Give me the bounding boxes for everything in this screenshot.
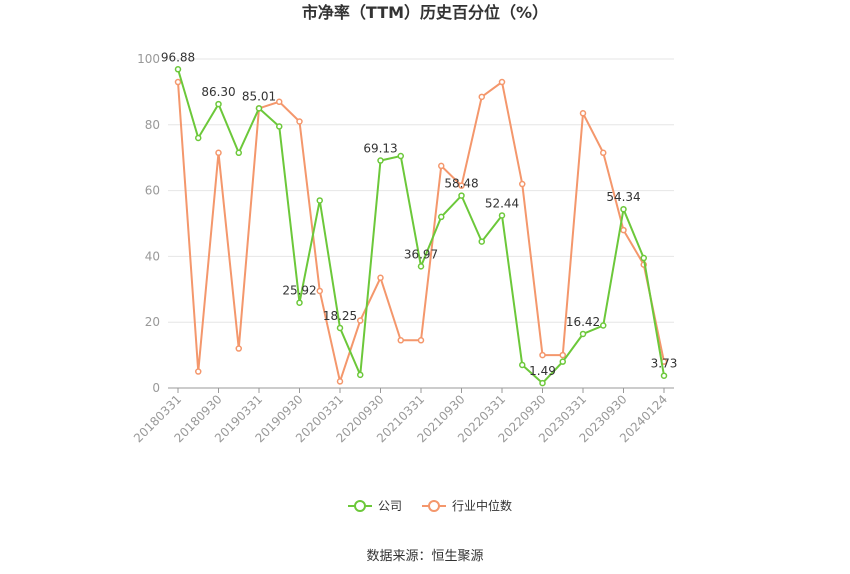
point [660,372,668,379]
point [519,361,526,369]
point [276,123,283,130]
point [357,371,364,379]
point [458,182,465,189]
point [235,149,242,157]
point [559,358,566,365]
value-label: 85.01 [242,89,276,103]
y-tick-label: 100 [137,52,160,66]
point [336,324,344,332]
point [215,149,222,157]
point [498,212,506,219]
value-label: 69.13 [363,142,397,156]
value-label: 58.48 [444,177,478,191]
y-tick-label: 0 [152,381,160,395]
legend-label: 行业中位数 [452,498,512,513]
y-tick-label: 80 [145,118,160,132]
point [377,157,384,164]
point [296,118,303,125]
point [539,351,546,359]
point [195,368,202,375]
point [255,105,263,112]
value-label: 36.97 [404,247,438,261]
point [640,254,647,262]
point [397,337,404,344]
point [600,322,607,329]
point [215,100,222,108]
point [620,226,627,234]
value-label: 25.92 [282,284,316,298]
y-tick-label: 40 [145,249,160,263]
value-label: 1.49 [529,364,556,378]
value-label: 18.25 [323,309,357,323]
point [579,330,587,338]
source: 数据来源：恒生聚源 [366,549,483,564]
point [539,379,546,387]
value-label: 52.44 [485,196,519,210]
point [316,197,323,204]
value-label: 54.34 [606,190,640,204]
point [195,134,202,142]
point [276,98,283,106]
point [519,180,526,188]
point [336,378,344,385]
point [417,337,425,344]
point [559,351,566,359]
y-tick-label: 60 [145,184,160,198]
point [296,299,303,306]
point [377,274,384,282]
point [458,192,465,199]
point [478,238,485,245]
legend-marker [428,500,440,512]
point [600,149,607,157]
value-label: 3.73 [651,357,678,371]
value-label: 86.30 [201,85,235,99]
y-tick-label: 20 [145,315,160,329]
chart-title: 市净率（TTM）历史百分位（%） [302,3,548,22]
point [417,263,425,270]
value-label: 16.42 [566,315,600,329]
point [357,317,364,324]
point [235,345,242,352]
legend-label: 公司 [378,499,402,513]
point [438,213,445,221]
point [174,66,182,73]
point [620,205,627,213]
point [498,78,506,86]
point [316,287,323,295]
point [397,152,404,160]
point [579,110,587,117]
point [478,93,485,101]
legend-marker [354,500,366,512]
point [174,78,182,86]
point [438,162,445,170]
value-label: 96.88 [161,50,195,64]
